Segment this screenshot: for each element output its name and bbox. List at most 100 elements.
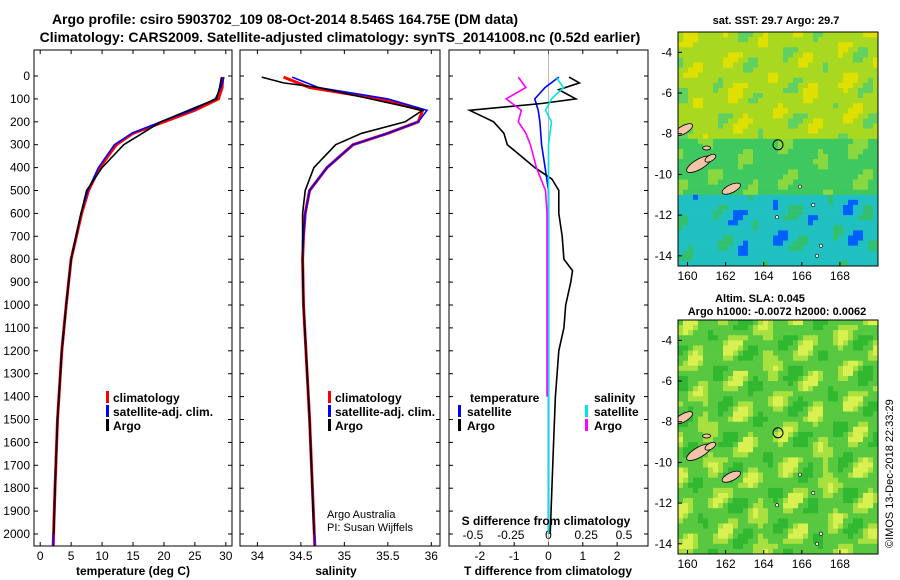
- map-cell: [778, 498, 784, 504]
- map-cell: [703, 411, 709, 417]
- map-cell: [803, 340, 809, 346]
- map-cell: [853, 204, 859, 211]
- map-cell: [753, 421, 759, 428]
- map-cell: [708, 118, 714, 124]
- map-cell: [758, 335, 764, 341]
- map-cell: [828, 528, 834, 534]
- map-cell: [808, 37, 814, 43]
- map-cell: [783, 401, 789, 407]
- map-cell: [843, 123, 849, 129]
- map-cell: [788, 133, 794, 140]
- map-cell: [723, 164, 729, 170]
- map-cell: [698, 174, 704, 180]
- map-cell: [863, 401, 869, 407]
- map-cell: [788, 482, 794, 489]
- map-cell: [823, 472, 829, 478]
- map-cell: [858, 447, 864, 453]
- map-cell: [713, 82, 719, 89]
- map-cell: [723, 47, 729, 53]
- map-cell: [703, 108, 709, 114]
- map-cell: [783, 543, 789, 550]
- map-cell: [678, 215, 684, 221]
- map-cell: [858, 437, 864, 443]
- map-cell: [778, 199, 784, 206]
- map-cell: [753, 67, 759, 73]
- map-cell: [813, 52, 819, 58]
- map-cell: [758, 154, 764, 160]
- map-cell: [873, 406, 878, 412]
- map-cell: [743, 360, 749, 367]
- map-cell: [683, 47, 689, 53]
- map-cell: [768, 184, 774, 190]
- map-cell: [753, 98, 759, 104]
- map-cell: [683, 37, 689, 43]
- map-cell: [738, 245, 744, 252]
- map-cell: [728, 365, 734, 372]
- map-cell: [698, 57, 704, 63]
- map-cell: [833, 320, 839, 326]
- map-cell: [788, 335, 794, 341]
- map-cell: [868, 57, 874, 63]
- map-cell: [858, 533, 864, 540]
- map-cell: [693, 482, 699, 489]
- map-cell: [798, 523, 804, 529]
- map-cell: [868, 320, 874, 326]
- y-tick-label: 300: [10, 138, 30, 152]
- map-cell: [753, 482, 759, 489]
- map-cell: [863, 194, 869, 201]
- map-cell: [723, 133, 729, 140]
- map-cell: [873, 350, 878, 356]
- map-cell: [718, 498, 724, 504]
- map-cell: [793, 128, 799, 135]
- map-cell: [823, 215, 829, 221]
- map-cell: [783, 215, 789, 221]
- map-cell: [703, 467, 709, 473]
- map-cell: [708, 487, 714, 494]
- island-shape: [721, 182, 741, 195]
- map-cell: [703, 426, 709, 433]
- difference-xlabel-top: S difference from climatology: [462, 514, 631, 528]
- map-cell: [738, 189, 744, 196]
- map-cell: [808, 235, 814, 241]
- map-cell: [788, 330, 794, 336]
- map-cell: [758, 255, 764, 262]
- map-cell: [828, 32, 834, 38]
- map-cell: [788, 437, 794, 443]
- map-cell: [743, 32, 749, 38]
- map-cell: [818, 482, 824, 489]
- map-cell: [778, 325, 784, 331]
- map-cell: [833, 513, 839, 519]
- map-cell: [863, 77, 869, 84]
- y-tick-label: 1600: [3, 435, 30, 449]
- map-cell: [838, 210, 844, 216]
- map-cell: [843, 365, 849, 372]
- map-cell: [853, 210, 859, 216]
- map-cell: [833, 174, 839, 180]
- map-cell: [748, 355, 754, 361]
- map-cell: [753, 108, 759, 114]
- map-cell: [713, 143, 719, 150]
- map-cell: [783, 108, 789, 114]
- map-cell: [813, 103, 819, 109]
- map-cell: [683, 355, 689, 361]
- map-cell: [778, 37, 784, 43]
- map-cell: [823, 447, 829, 453]
- map-cell: [698, 93, 704, 99]
- map-cell: [853, 391, 859, 397]
- map-cell: [758, 513, 764, 519]
- map-cell: [858, 548, 864, 554]
- map-cell: [838, 518, 844, 524]
- map-cell: [748, 32, 754, 38]
- map-cell: [683, 52, 689, 58]
- map-cell: [778, 452, 784, 458]
- map-cell: [803, 492, 809, 499]
- map-cell: [853, 250, 859, 257]
- map-cell: [763, 431, 769, 438]
- map-cell: [793, 245, 799, 252]
- map-cell: [823, 355, 829, 361]
- map-cell: [698, 426, 704, 433]
- map-cell: [693, 123, 699, 129]
- map-cell: [813, 467, 819, 473]
- map-cell: [683, 143, 689, 150]
- map-cell: [738, 528, 744, 534]
